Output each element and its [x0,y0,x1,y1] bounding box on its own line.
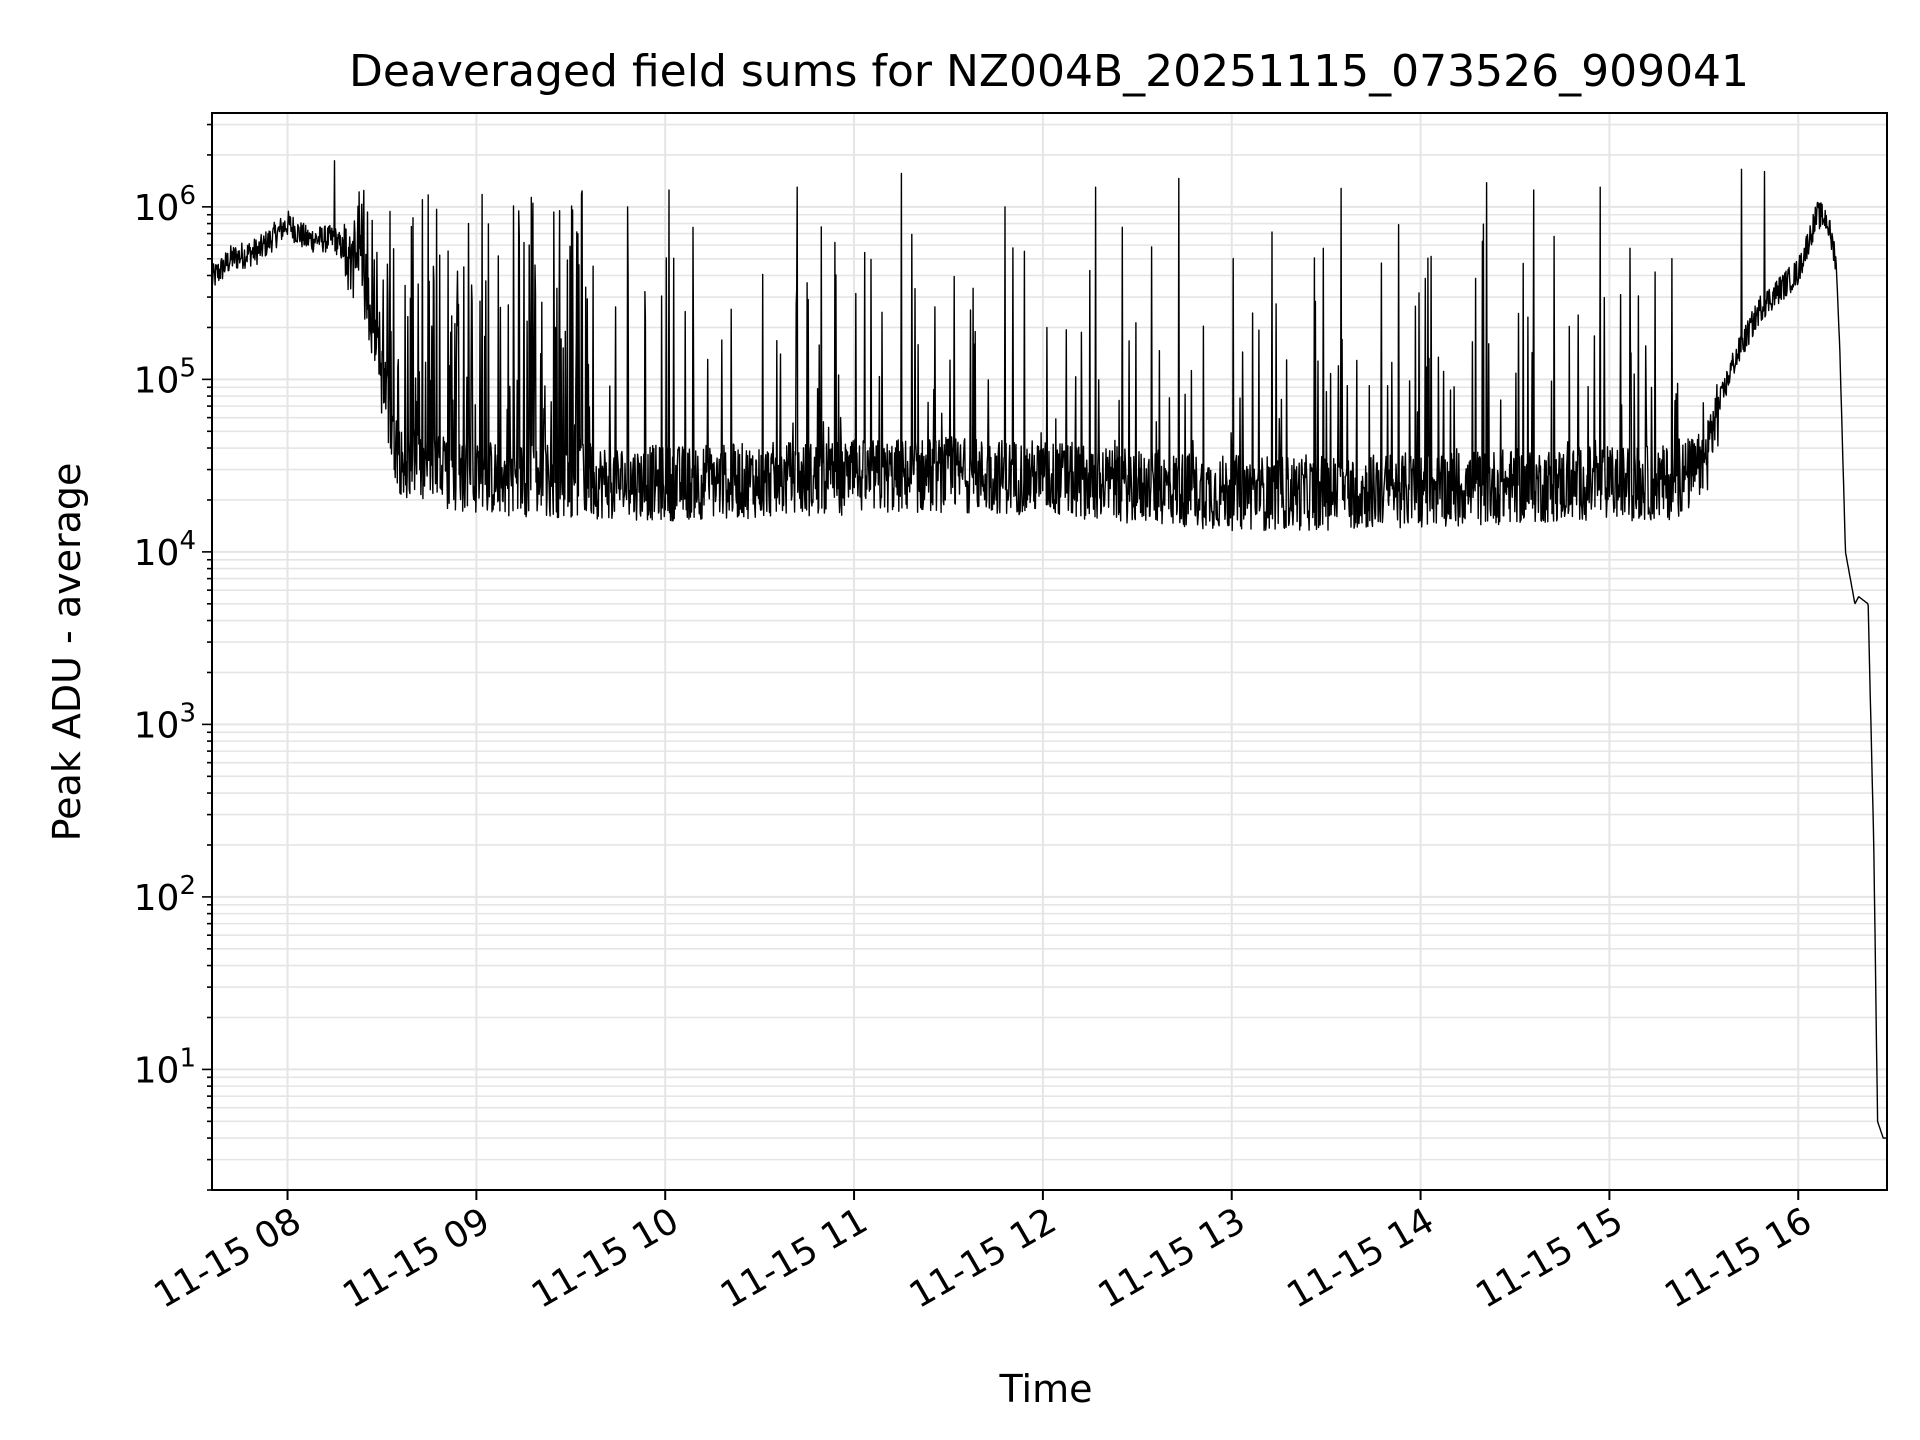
y-tick-base: 10 [134,1050,180,1091]
y-tick-label: 102 [134,871,196,919]
y-tick-exponent: 5 [179,353,196,383]
series-line-peak-adu [211,160,1888,1139]
plot-area [211,160,1888,1139]
y-tick-exponent: 4 [179,526,196,556]
axes-frame [211,112,1888,1191]
grid-lines [212,113,1887,1191]
y-tick-base: 10 [134,360,180,401]
chart-title: Deaveraged field sums for NZ004B_2025111… [349,46,1749,97]
y-tick-exponent: 2 [179,871,196,901]
y-tick-label: 106 [134,181,196,229]
y-axis-label: Peak ADU - average [45,463,89,842]
y-tick-exponent: 3 [179,698,196,728]
y-tick-exponent: 1 [179,1043,196,1073]
y-tick-base: 10 [134,533,180,574]
y-tick-base: 10 [134,705,180,746]
y-tick-label: 103 [134,698,196,746]
y-tick-label: 105 [134,353,196,401]
x-axis-label: Time [999,1367,1093,1411]
y-tick-label: 104 [134,526,196,574]
y-tick-base: 10 [134,188,180,229]
y-tick-label: 101 [134,1043,196,1091]
y-tick-base: 10 [134,878,180,919]
y-tick-exponent: 6 [179,181,196,211]
